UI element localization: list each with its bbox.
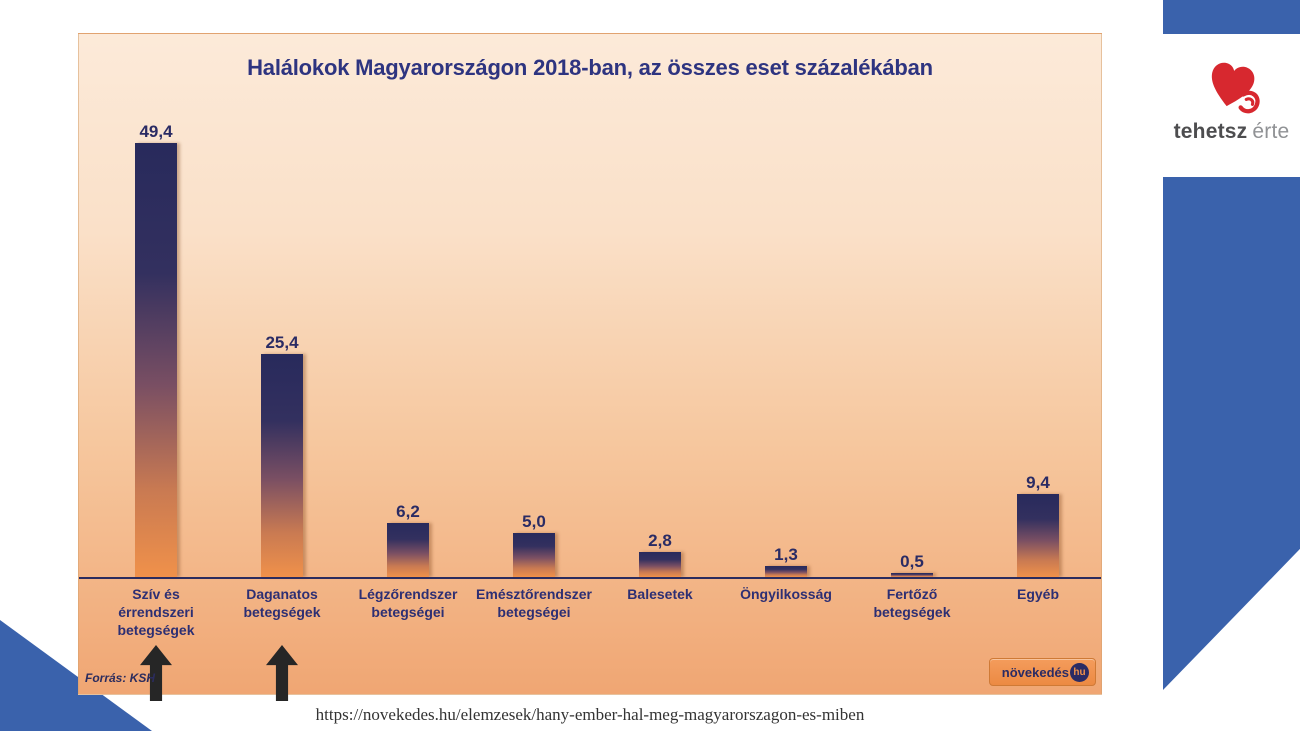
bar-value-label: 6,2 [396, 502, 420, 521]
bar-column: 2,8 [597, 34, 723, 577]
bar-column: 5,0 [471, 34, 597, 577]
bar-value-label: 2,8 [648, 531, 672, 550]
brand-logo: tehetsz érte [1163, 56, 1300, 144]
bar-value-label: 1,3 [774, 545, 798, 564]
bar-value-label: 5,0 [522, 512, 546, 531]
source-note: Forrás: KSH [85, 671, 156, 685]
category-label: Balesetek [627, 586, 693, 602]
badge-hu-circle: hu [1070, 662, 1089, 682]
bar-value-label: 25,4 [265, 333, 299, 352]
bar-column: 9,4 [975, 34, 1101, 577]
bar-column: 1,3 [723, 34, 849, 577]
brand-logo-text: tehetsz érte [1163, 120, 1300, 144]
bar-column: 6,2 [345, 34, 471, 577]
blue-bar-top-decoration [1163, 0, 1300, 34]
bar-value-label: 49,4 [139, 122, 173, 141]
bar [513, 533, 555, 577]
bar-value-label: 9,4 [1026, 473, 1050, 492]
category-label: Fertőző betegségek [873, 586, 951, 621]
category-label: Szív és érrendszeri betegségek [93, 585, 219, 701]
bar [765, 566, 807, 577]
bars-area: 49,4 25,4 6,2 5,0 2,8 1,3 0,5 9,4 [93, 34, 1101, 577]
x-axis-line [79, 577, 1101, 579]
brand-text-light: érte [1252, 120, 1290, 143]
bar-value-label: 0,5 [900, 552, 924, 571]
blue-bar-column-decoration [1163, 177, 1300, 690]
bar-column: 49,4 [93, 34, 219, 577]
bar-column: 0,5 [849, 34, 975, 577]
brand-text-bold: tehetsz [1173, 120, 1248, 143]
chart-title: Halálokok Magyarországon 2018-ban, az ös… [247, 55, 933, 80]
bar-column: 25,4 [219, 34, 345, 577]
category-labels-row: Szív és érrendszeri betegségek Daganatos … [93, 585, 1101, 701]
category-label: Daganatos betegségek [219, 585, 345, 701]
bar [261, 354, 303, 577]
chart-panel: Halálokok Magyarországon 2018-ban, az ös… [78, 33, 1102, 701]
arrow-up-icon [266, 645, 298, 701]
source-url-caption: https://novekedes.hu/elemzesek/hany-embe… [315, 705, 865, 724]
category-label: Öngyilkosság [740, 586, 832, 602]
badge-text: növekedés [1001, 664, 1069, 680]
novekedes-badge: növekedés hu [988, 658, 1096, 686]
right-brand-rail: tehetsz érte [1163, 0, 1300, 731]
bar [1017, 494, 1059, 577]
category-label: Emésztőrendszer betegségei [476, 586, 592, 621]
category-label: Egyéb [1016, 586, 1059, 602]
bar [135, 143, 177, 577]
bar [639, 552, 681, 577]
heart-with-ear-icon [1163, 56, 1300, 118]
bar [891, 573, 933, 577]
category-label: Légzőrendszer betegségei [358, 586, 458, 621]
bar [387, 523, 429, 577]
